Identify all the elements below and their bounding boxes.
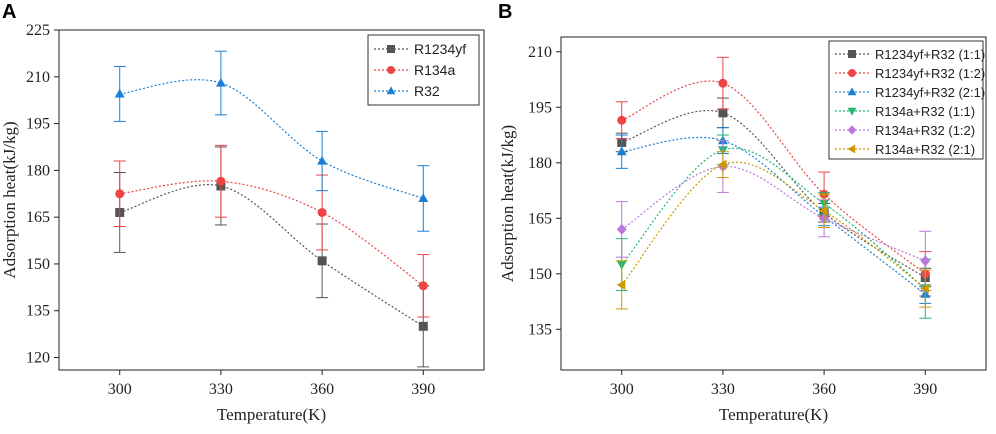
y-tick-label: 210 [528, 44, 552, 61]
panel-label-a: A [2, 1, 16, 23]
x-tick-label: 300 [108, 381, 132, 398]
legend-box [828, 40, 984, 160]
legend-label: R134a+R32 (1:1) [875, 104, 975, 119]
y-tick-label: 135 [528, 321, 552, 338]
panel-label-b: B [498, 1, 512, 23]
data-point [717, 159, 727, 170]
data-point [317, 155, 328, 165]
series-line [621, 136, 926, 295]
x-tick-label: 390 [913, 381, 937, 398]
series-line [621, 161, 926, 290]
data-point [418, 281, 428, 291]
series-1 [113, 146, 430, 368]
series-line [119, 180, 424, 287]
y-tick-label: 225 [26, 22, 50, 39]
x-tick-label: 360 [812, 381, 836, 398]
y-tick-label: 180 [26, 162, 50, 179]
data-point [617, 115, 627, 125]
data-point [215, 77, 226, 87]
y-axis-label: Adsorption heat(kJ/kg) [498, 125, 517, 282]
plot-frame [560, 36, 987, 371]
series-line [621, 80, 926, 275]
data-point [718, 108, 728, 118]
y-tick-label: 120 [26, 350, 50, 367]
y-tick-label: 150 [26, 256, 50, 273]
data-point [317, 207, 327, 217]
x-tick-label: 330 [209, 381, 233, 398]
legend-label: R32 [414, 83, 440, 99]
series-line [119, 184, 424, 327]
legend-marker [387, 66, 395, 74]
legend-label: R134a+R32 (1:2) [875, 123, 975, 138]
legend-label: R1234yf+R32 (2:1) [875, 85, 985, 100]
panel-a-chart: 300 330 360 390 120 135 150 165 180 195 210 225 Temp… [0, 22, 485, 424]
series-6 [615, 151, 932, 310]
data-point [317, 256, 327, 266]
x-axis-label: Temperature(K) [217, 405, 326, 424]
legend-marker [847, 87, 857, 96]
y-tick-label: 150 [528, 266, 552, 283]
series-line [119, 79, 424, 200]
y-tick-label: 210 [26, 69, 50, 86]
legend-label: R1234yf+R32 (1:2) [875, 66, 985, 81]
x-tick-label: 330 [711, 381, 735, 398]
legend-marker [847, 125, 857, 135]
series-2 [113, 144, 430, 318]
panel-b-chart: 300 330 360 390 135 150 165 180 195 210 Temperatur… [498, 36, 987, 424]
data-point [115, 189, 125, 199]
data-point [616, 224, 627, 235]
series-line [621, 110, 926, 279]
y-tick-label: 165 [528, 210, 552, 227]
legend-marker [848, 69, 856, 77]
x-tick-label: 300 [610, 381, 634, 398]
legend-label: R134a [414, 62, 455, 78]
legend-label: R1234yf [414, 41, 466, 57]
data-point [418, 193, 429, 203]
y-tick-label: 135 [26, 303, 50, 320]
data-point [920, 283, 929, 294]
data-point [818, 205, 828, 216]
series-3 [113, 50, 430, 232]
legend-label: R1234yf+R32 (1:1) [875, 47, 985, 62]
y-tick-label: 195 [528, 99, 552, 116]
data-point [114, 88, 125, 98]
x-tick-label: 360 [310, 381, 334, 398]
data-point [616, 279, 626, 290]
x-tick-label: 390 [411, 381, 435, 398]
plot-frame [58, 29, 485, 371]
data-point [718, 78, 728, 88]
legend-marker [847, 144, 856, 154]
series-line [621, 147, 926, 290]
data-point [920, 255, 931, 267]
series-line [621, 165, 926, 262]
y-tick-label: 165 [26, 209, 50, 226]
y-axis-label: Adsorption heat(kJ/kg) [0, 121, 19, 278]
series-5 [615, 140, 932, 291]
data-point [616, 146, 627, 156]
y-tick-label: 195 [26, 116, 50, 133]
data-point [216, 176, 226, 186]
series-4 [615, 134, 932, 319]
data-point [418, 321, 428, 331]
legend-marker [848, 50, 856, 58]
legend-label: R134a+R32 (2:1) [875, 142, 975, 157]
y-tick-label: 180 [528, 155, 552, 172]
legend-marker [847, 107, 857, 116]
legend-marker [387, 45, 395, 53]
x-axis-label: Temperature(K) [719, 405, 828, 424]
legend-marker [386, 86, 396, 95]
